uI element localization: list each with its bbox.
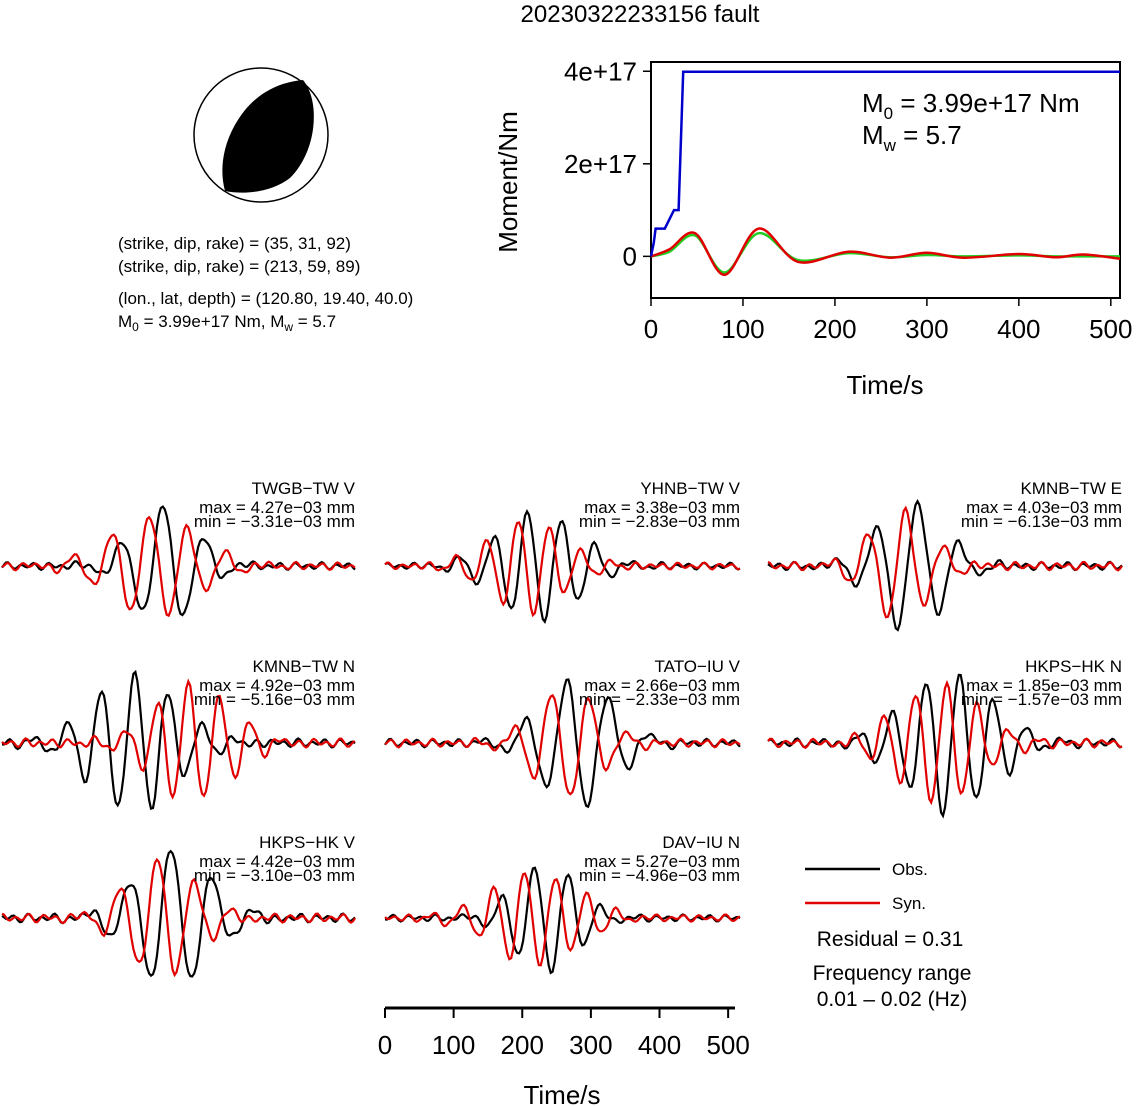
moment-xlabel: Time/s: [846, 370, 923, 400]
station-label: KMNB−TW N: [253, 657, 355, 676]
waveform-xtick-label: 100: [432, 1030, 475, 1060]
moment-xtick-label: 300: [905, 314, 948, 344]
synthetic-trace: [384, 521, 741, 618]
min-amplitude-label: min = −1.57e−03 mm: [961, 690, 1122, 709]
moment-ytick-label: 0: [623, 241, 637, 271]
legend: Obs. Syn.: [805, 860, 928, 913]
station-label: TWGB−TW V: [252, 479, 356, 498]
waveform-xtick-label: 400: [638, 1030, 681, 1060]
synthetic-trace: [1, 857, 356, 978]
min-amplitude-label: min = −6.13e−03 mm: [961, 512, 1122, 531]
nodal-plane-2: (strike, dip, rake) = (213, 59, 89): [118, 257, 360, 276]
moment-xtick-label: 400: [997, 314, 1040, 344]
station-label: KMNB−TW E: [1020, 479, 1122, 498]
moment-series-blue: [649, 70, 1120, 257]
moment-ylabel: Moment/Nm: [493, 111, 523, 253]
moment-chart: 0 100 200 300 400 500 0 2e+17 4e+17 M0 = 3.99e+1…: [493, 56, 1132, 400]
moment-plot-frame: [650, 61, 1121, 299]
min-amplitude-label: min = −3.31e−03 mm: [194, 512, 355, 531]
min-amplitude-label: min = −5.16e−03 mm: [194, 690, 355, 709]
max-amplitude-label: max = 5.27e−03 mm: [584, 852, 740, 871]
synthetic-trace: [1, 515, 356, 618]
max-amplitude-label: max = 4.42e−03 mm: [199, 852, 355, 871]
synthetic-trace: [767, 679, 1123, 806]
waveform-xtick-label: 0: [378, 1030, 392, 1060]
moment-xtick-label: 500: [1089, 314, 1132, 344]
observed-trace: [384, 508, 741, 625]
station-label: HKPS−HK N: [1025, 657, 1122, 676]
moment-xtick-label: 100: [721, 314, 764, 344]
moment-series-green: [650, 231, 1120, 274]
waveform-xtick-label: 500: [706, 1030, 749, 1060]
residual-label: Residual = 0.31: [817, 928, 964, 951]
station-label: HKPS−HK V: [259, 833, 356, 852]
max-amplitude-label: max = 4.27e−03 mm: [199, 498, 355, 517]
beachball: [193, 67, 329, 203]
station-label: YHNB−TW V: [640, 479, 740, 498]
moment-xtick-label: 0: [644, 314, 658, 344]
min-amplitude-label: min = −2.83e−03 mm: [579, 512, 740, 531]
frequency-label: Frequency range: [813, 962, 972, 985]
beachball-compression-icon: [222, 80, 314, 193]
waveform-xlabel: Time/s: [523, 1080, 600, 1106]
max-amplitude-label: max = 3.38e−03 mm: [584, 498, 740, 517]
figure-title: 20230322233156 fault: [521, 1, 760, 28]
frequency-range: 0.01 – 0.02 (Hz): [817, 988, 968, 1011]
max-amplitude-label: max = 1.85e−03 mm: [966, 676, 1122, 695]
max-amplitude-label: max = 2.66e−03 mm: [584, 676, 740, 695]
station-label: DAV−IU N: [662, 833, 740, 852]
max-amplitude-label: max = 4.03e−03 mm: [966, 498, 1122, 517]
legend-obs-label: Obs.: [892, 860, 928, 879]
waveform-time-axis: 0 100 200 300 400 500: [378, 1006, 750, 1060]
synthetic-trace: [384, 693, 741, 796]
station-label: TATO−IU V: [655, 657, 741, 676]
synthetic-trace: [767, 505, 1123, 619]
synthetic-trace: [1, 678, 356, 800]
legend-syn-label: Syn.: [892, 894, 926, 913]
moment-m0-label: M0 = 3.99e+17 Nm: [862, 88, 1080, 123]
max-amplitude-label: max = 4.92e−03 mm: [199, 676, 355, 695]
moment-mw-label: Mw = 5.7: [862, 120, 962, 155]
waveform-xtick-label: 300: [569, 1030, 612, 1060]
waveform-xtick-label: 200: [501, 1030, 544, 1060]
moment-xtick-label: 200: [813, 314, 856, 344]
hypocenter-location: (lon., lat, depth) = (120.80, 19.40, 40.…: [118, 289, 413, 308]
moment-ytick-label: 2e+17: [564, 149, 637, 179]
min-amplitude-label: min = −2.33e−03 mm: [579, 690, 740, 709]
min-amplitude-label: min = −4.96e−03 mm: [579, 866, 740, 885]
moment-ytick-label: 4e+17: [564, 56, 637, 86]
min-amplitude-label: min = −3.10e−03 mm: [194, 866, 355, 885]
moment-series-red: [650, 227, 1121, 277]
nodal-plane-1: (strike, dip, rake) = (35, 31, 92): [118, 234, 351, 253]
source-magnitude: M0 = 3.99e+17 Nm, Mw = 5.7: [118, 312, 336, 334]
synthetic-trace: [384, 872, 741, 967]
